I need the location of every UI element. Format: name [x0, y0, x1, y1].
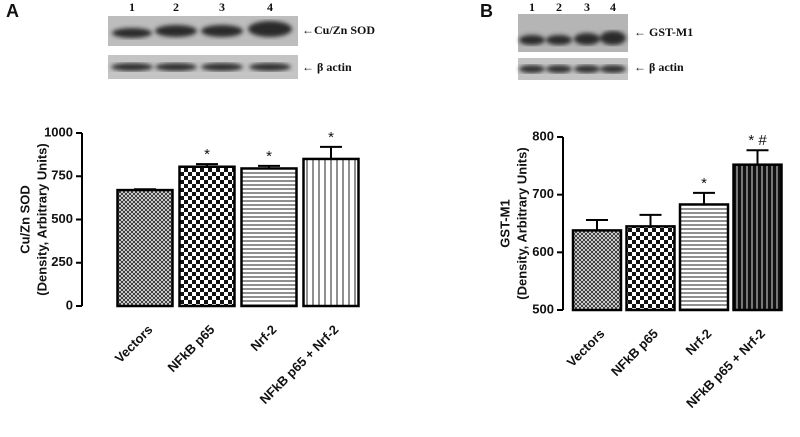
annotation: * — [204, 146, 210, 163]
annotation: * — [328, 129, 334, 146]
panel-label: B — [480, 1, 493, 21]
y-tick-label: 500 — [51, 211, 73, 226]
bar — [240, 167, 298, 308]
panel-label: A — [6, 1, 19, 21]
lane-label: 4 — [267, 0, 273, 14]
bar — [625, 225, 676, 312]
lane-label: 2 — [556, 0, 562, 14]
y-axis-label: Cu/Zn SOD — [17, 185, 32, 254]
y-tick-label: 600 — [532, 244, 554, 259]
bar — [732, 163, 783, 312]
lane-label: 4 — [610, 0, 616, 14]
y-tick-label: 250 — [51, 254, 73, 269]
lane-label: 1 — [529, 0, 535, 14]
bar — [678, 203, 730, 312]
x-tick-label: Nrf-2 — [247, 322, 279, 354]
y-axis-label: (Density, Arbitrary Units) — [514, 147, 529, 299]
annotation: * # — [748, 132, 767, 149]
blot-label: ← GST-M1 — [634, 25, 693, 39]
x-tick-label: Nrf-2 — [682, 326, 714, 358]
lane-label: 3 — [219, 0, 225, 14]
bar — [178, 165, 236, 308]
lane-label: 1 — [129, 0, 135, 14]
y-axis-label: (Density, Arbitrary Units) — [34, 143, 49, 295]
y-tick-label: 700 — [532, 186, 554, 201]
blot-label: ← β actin — [634, 60, 684, 74]
blot-label: ← β actin — [302, 60, 352, 74]
x-tick-label: NFkB p65 — [165, 322, 218, 375]
lane-label: 3 — [584, 0, 590, 14]
annotation: * — [266, 148, 272, 165]
bar — [302, 157, 360, 308]
x-tick-label: Vectors — [564, 326, 608, 370]
y-tick-label: 750 — [51, 168, 73, 183]
blot-a — [108, 16, 298, 79]
annotation: * — [701, 175, 707, 192]
blot-b — [518, 14, 628, 80]
y-tick-label: 500 — [532, 301, 554, 316]
y-tick-label: 0 — [66, 297, 73, 312]
y-axis-label: GST-M1 — [497, 199, 512, 247]
bar — [116, 188, 174, 308]
y-tick-label: 1000 — [44, 124, 73, 139]
blot-label: ←Cu/Zn SOD — [302, 23, 375, 37]
bar — [571, 229, 623, 312]
x-tick-label: Vectors — [112, 322, 156, 366]
y-tick-label: 800 — [532, 128, 554, 143]
lane-label: 2 — [173, 0, 179, 14]
x-tick-label: NFkB p65 — [608, 326, 661, 379]
